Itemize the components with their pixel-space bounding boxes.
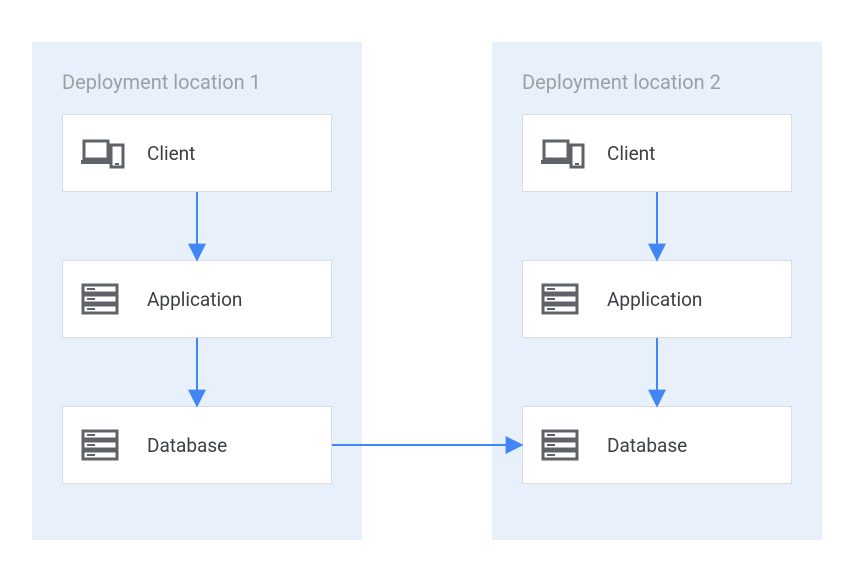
app2-node: Application [522,260,792,338]
app1-node: Application [62,260,332,338]
node-label: Application [147,288,331,311]
region-title: Deployment location 1 [62,70,261,94]
node-label: Database [147,434,331,457]
node-label: Application [607,288,791,311]
server-icon [81,283,125,315]
server-icon [541,283,585,315]
client2-node: Client [522,114,792,192]
database-icon [541,429,585,461]
node-label: Database [607,434,791,457]
node-label: Client [147,142,331,165]
region-title: Deployment location 2 [522,70,721,94]
node-label: Client [607,142,791,165]
db2-node: Database [522,406,792,484]
client-icon [81,137,125,169]
client-icon [541,137,585,169]
db1-node: Database [62,406,332,484]
client1-node: Client [62,114,332,192]
database-icon [81,429,125,461]
diagram-stage: Deployment location 1 Deployment location… [0,0,852,578]
